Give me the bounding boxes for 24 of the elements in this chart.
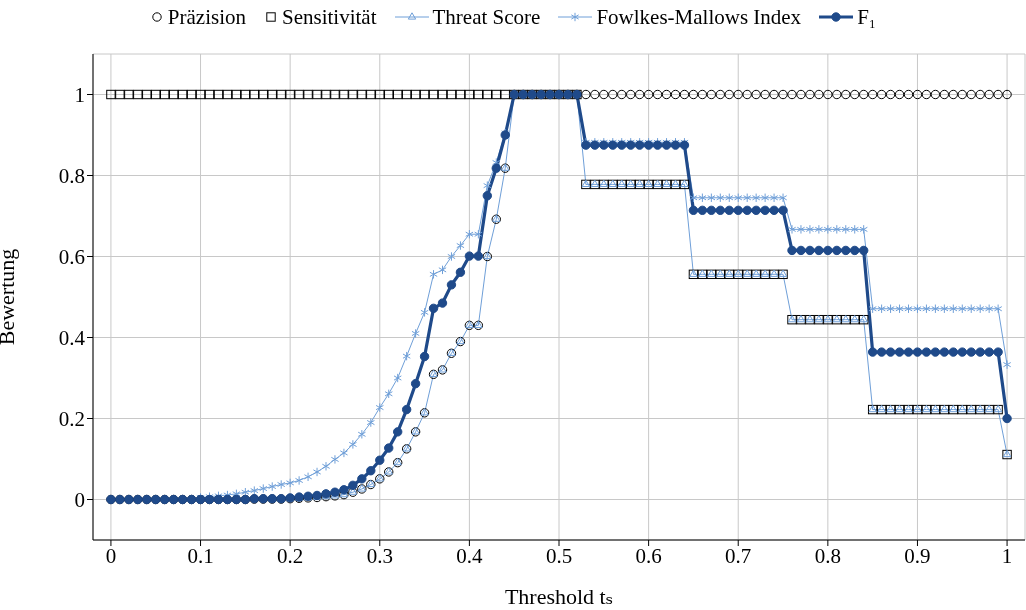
legend-label: Präzision xyxy=(167,4,247,30)
legend-label: F₁ xyxy=(857,4,877,30)
x-tick-label: 0.2 xyxy=(277,543,304,568)
x-tick-label: 1 xyxy=(1001,543,1013,568)
y-tick-label: 1 xyxy=(74,82,85,107)
x-tick-label: 0.4 xyxy=(456,543,484,568)
x-tick-label: 0.5 xyxy=(545,543,573,568)
y-tick-label: 0.6 xyxy=(58,244,85,269)
y-tick-label: 0 xyxy=(74,487,85,512)
x-axis-title: Threshold tₛ xyxy=(504,584,614,609)
x-tick-label: 0.1 xyxy=(187,543,214,568)
x-tick-label: 0 xyxy=(105,543,117,568)
legend-label: Threat Score xyxy=(432,4,541,30)
y-tick-label: 0.8 xyxy=(58,163,85,188)
x-tick-label: 0.8 xyxy=(814,543,841,568)
x-tick-label: 0.6 xyxy=(635,543,662,568)
y-tick-label: 0.4 xyxy=(58,325,86,350)
x-tick-label: 0.3 xyxy=(366,543,393,568)
y-tick-label: 0.2 xyxy=(58,406,85,431)
legend-label: Fowlkes-Mallows Index xyxy=(596,4,802,30)
x-tick-label: 0.9 xyxy=(904,543,931,568)
x-tick-label: 0.7 xyxy=(725,543,752,568)
legend-label: Sensitivität xyxy=(282,4,377,30)
y-axis-title: Bewertung xyxy=(0,248,19,346)
